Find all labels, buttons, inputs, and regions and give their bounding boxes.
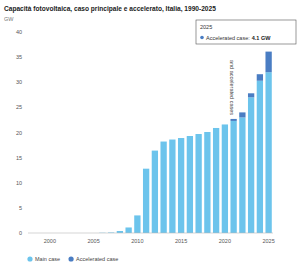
bar — [248, 97, 254, 233]
bar — [204, 131, 210, 132]
bars — [99, 52, 272, 233]
annotation: and accelerated cases — [229, 60, 235, 115]
x-tick-label: 2005 — [88, 238, 100, 244]
x-tick-label: 2025 — [263, 238, 275, 244]
bar — [178, 138, 184, 233]
tooltip-title: 2025 — [200, 24, 212, 30]
bar — [160, 141, 166, 142]
y-tick — [25, 57, 27, 58]
bar — [178, 138, 184, 139]
y-tick — [25, 32, 27, 33]
chart: Capacità fotovoltaica, caso principale e… — [0, 0, 300, 272]
y-tick-label: 5 — [19, 205, 22, 211]
y-tick — [25, 107, 27, 108]
bar — [152, 151, 158, 233]
bar — [213, 128, 219, 233]
x-tick-label: 2010 — [131, 238, 143, 244]
y-tick — [25, 82, 27, 83]
bar — [169, 139, 175, 140]
y-tick — [25, 157, 27, 158]
legend-swatch — [68, 256, 73, 261]
bar — [134, 215, 140, 216]
bar — [134, 215, 140, 233]
y-tick-label: 25 — [16, 104, 22, 110]
bar — [265, 52, 271, 73]
tooltip: 2025 Accelerated case:4.1 GW — [196, 20, 296, 44]
y-tick-label: 40 — [16, 29, 22, 35]
bar — [195, 134, 201, 233]
bar — [117, 231, 123, 233]
bar — [152, 150, 158, 151]
tooltip-text: Accelerated case: — [206, 35, 250, 41]
x-axis — [28, 233, 273, 234]
bar — [160, 142, 166, 233]
bar — [195, 134, 201, 135]
bar — [187, 136, 193, 233]
tooltip-value: 4.1 GW — [252, 35, 271, 41]
legend-label: Main case — [35, 256, 60, 262]
tooltip-box — [196, 20, 296, 44]
bar — [213, 127, 219, 128]
bar — [230, 119, 236, 121]
bar — [117, 230, 123, 231]
y-tick-label: 10 — [16, 180, 22, 186]
bar — [239, 112, 245, 117]
y-tick-label: 20 — [16, 130, 22, 136]
bar — [222, 124, 228, 233]
bar — [143, 169, 149, 233]
bar — [239, 117, 245, 233]
y-tick — [25, 207, 27, 208]
bar — [143, 168, 149, 169]
y-tick — [25, 233, 27, 234]
y-tick — [25, 182, 27, 183]
tooltip-dot — [200, 36, 204, 40]
bar — [169, 140, 175, 233]
bar — [222, 124, 228, 125]
bar — [125, 227, 131, 228]
bar — [204, 132, 210, 233]
subtitle: GW — [4, 16, 14, 22]
y-tick-label: 35 — [16, 54, 22, 60]
y-tick-label: 0 — [19, 230, 22, 236]
x-tick-label: 2015 — [175, 238, 187, 244]
x-tick-label: 2000 — [44, 238, 56, 244]
x-tick-label: 2020 — [219, 238, 231, 244]
title: Capacità fotovoltaica, caso principale e… — [4, 5, 216, 13]
bar — [257, 74, 263, 81]
legend-swatch — [27, 256, 32, 261]
bar — [125, 227, 131, 233]
bar — [230, 121, 236, 233]
y-tick-label: 30 — [16, 79, 22, 85]
y-tick-label: 15 — [16, 155, 22, 161]
bar — [257, 81, 263, 233]
bar — [248, 93, 254, 97]
legend-label: Accelerated case — [76, 256, 118, 262]
bar — [187, 136, 193, 137]
y-tick — [25, 132, 27, 133]
bar — [265, 72, 271, 233]
